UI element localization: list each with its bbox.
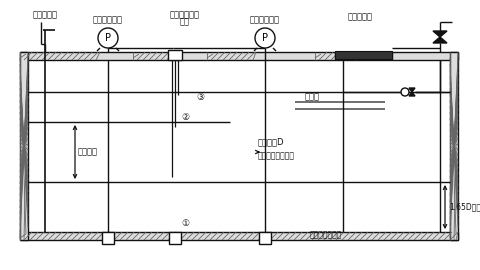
Text: ①: ①: [181, 220, 189, 228]
Bar: [102, 232, 114, 244]
Text: （有効水量下限）: （有効水量下限）: [258, 151, 295, 160]
Text: P: P: [105, 33, 111, 43]
Text: P: P: [262, 33, 268, 43]
Text: 有効水量: 有効水量: [78, 147, 98, 157]
Text: ②: ②: [181, 113, 189, 122]
Text: 配管内径D: 配管内径D: [258, 137, 285, 147]
Text: （弁シート面）: （弁シート面）: [310, 231, 342, 239]
Text: マンホール: マンホール: [348, 12, 372, 21]
Text: ③: ③: [196, 93, 204, 102]
Text: 電極: 電極: [180, 17, 190, 26]
Text: 加圧送水装置: 加圧送水装置: [250, 15, 280, 24]
Circle shape: [255, 28, 275, 48]
Text: 他用途ポンプ: 他用途ポンプ: [93, 15, 123, 24]
Circle shape: [401, 88, 409, 96]
Circle shape: [98, 28, 118, 48]
Bar: [20, 52, 28, 240]
Text: 貯水面: 貯水面: [305, 93, 320, 102]
Polygon shape: [409, 92, 415, 96]
Polygon shape: [409, 88, 415, 92]
Bar: [335, 51, 392, 59]
Polygon shape: [433, 31, 447, 37]
Bar: [259, 232, 271, 244]
Bar: [20, 232, 458, 240]
Text: 他用途ポンプ: 他用途ポンプ: [170, 10, 200, 19]
Bar: [20, 52, 458, 60]
Text: 1.65D以上: 1.65D以上: [449, 202, 480, 211]
Text: 床上通気管: 床上通気管: [33, 10, 58, 19]
Bar: [168, 50, 182, 60]
Polygon shape: [433, 37, 447, 43]
Bar: [450, 52, 458, 240]
Bar: [169, 232, 181, 244]
